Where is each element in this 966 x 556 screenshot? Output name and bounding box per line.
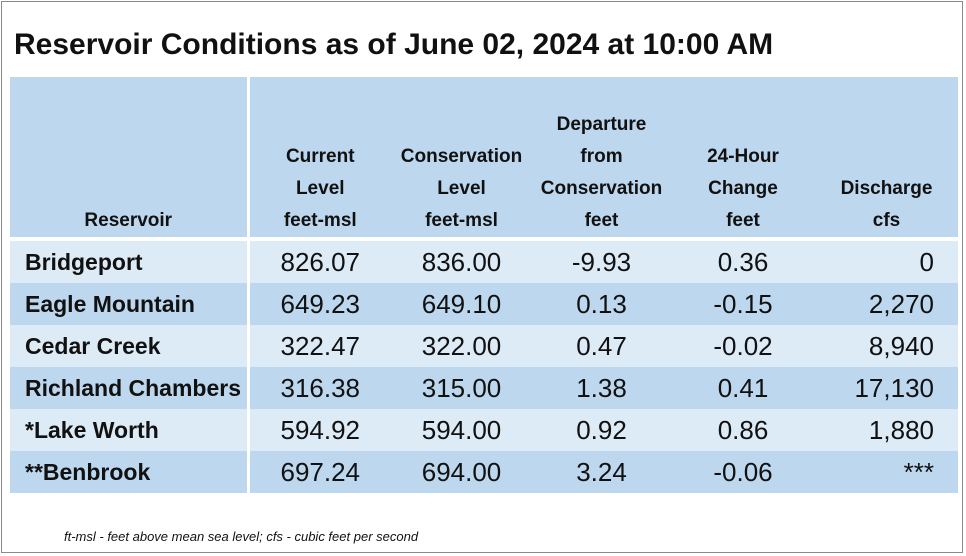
cell-current: 826.07 <box>248 239 391 283</box>
cell-departure: 0.47 <box>532 325 671 367</box>
page-title: Reservoir Conditions as of June 02, 2024… <box>14 28 774 61</box>
cell-change: -0.15 <box>671 283 815 325</box>
table-body: Bridgeport 826.07 836.00 -9.93 0.36 0 Eagle Mo… <box>10 239 958 493</box>
column-header-line: Reservoir <box>84 210 173 231</box>
column-header-line: Level <box>295 178 345 199</box>
cell-discharge: 1,880 <box>815 409 958 451</box>
column-header-line: feet <box>726 210 760 231</box>
cell-change: -0.02 <box>671 325 815 367</box>
cell-reservoir: Eagle Mountain <box>10 283 250 325</box>
table-row: *Lake Worth 594.92 594.00 0.92 0.86 1,880 <box>10 409 958 451</box>
cell-conservation: 315.00 <box>391 367 532 409</box>
cell-departure: 0.92 <box>532 409 671 451</box>
column-header-line: Conservation <box>400 146 523 167</box>
column-header-line: Change <box>708 178 778 199</box>
column-header-24-hour-change: 24-Hour Change feet <box>671 77 815 239</box>
cell-discharge: 2,270 <box>815 283 958 325</box>
table-header-row: Reservoir Current Level feet-msl Conservatio… <box>10 77 958 239</box>
cell-reservoir: Bridgeport <box>10 239 250 283</box>
column-header-line: 24-Hour <box>707 146 779 167</box>
table-row: Eagle Mountain 649.23 649.10 0.13 -0.15 2,270 <box>10 283 958 325</box>
column-header-line: Level <box>437 178 486 199</box>
cell-conservation: 836.00 <box>391 239 532 283</box>
column-header-conservation-level: Conservation Level feet-msl <box>391 77 532 239</box>
column-header-line: Discharge <box>840 178 933 199</box>
column-header-line: feet-msl <box>425 210 498 231</box>
cell-discharge: 8,940 <box>815 325 958 367</box>
cell-discharge: 17,130 <box>815 367 958 409</box>
column-header-line: cfs <box>872 210 901 231</box>
column-header-line: Departure <box>556 114 647 135</box>
cell-conservation: 594.00 <box>391 409 532 451</box>
cell-departure: 1.38 <box>532 367 671 409</box>
cell-reservoir: Richland Chambers <box>10 367 250 409</box>
cell-discharge: 0 <box>815 239 958 283</box>
column-header-line: Conservation <box>540 178 663 199</box>
table-row: Cedar Creek 322.47 322.00 0.47 -0.02 8,940 <box>10 325 958 367</box>
column-header-departure: Departure from Conservation feet <box>532 77 671 239</box>
cell-departure: 0.13 <box>532 283 671 325</box>
cell-change: 0.36 <box>671 239 815 283</box>
table-row: **Benbrook 697.24 694.00 3.24 -0.06 *** <box>10 451 958 493</box>
column-header-line: Current <box>285 146 355 167</box>
cell-change: 0.86 <box>671 409 815 451</box>
footnote: ft-msl - feet above mean sea level; cfs … <box>64 529 419 544</box>
cell-reservoir: Cedar Creek <box>10 325 250 367</box>
cell-current: 649.23 <box>248 283 391 325</box>
cell-conservation: 694.00 <box>391 451 532 493</box>
column-header-discharge: Discharge cfs <box>815 77 958 239</box>
column-header-line: from <box>580 146 623 167</box>
reservoir-table: Reservoir Current Level feet-msl Conservatio… <box>10 77 958 493</box>
cell-current: 322.47 <box>248 325 391 367</box>
column-header-line: feet <box>584 210 619 231</box>
cell-current: 316.38 <box>248 367 391 409</box>
cell-change: -0.06 <box>671 451 815 493</box>
table-row: Bridgeport 826.07 836.00 -9.93 0.36 0 <box>10 239 958 283</box>
column-header-reservoir: Reservoir <box>10 77 250 239</box>
cell-reservoir: *Lake Worth <box>10 409 250 451</box>
cell-conservation: 322.00 <box>391 325 532 367</box>
cell-current: 594.92 <box>248 409 391 451</box>
cell-departure: 3.24 <box>532 451 671 493</box>
cell-current: 697.24 <box>248 451 391 493</box>
cell-change: 0.41 <box>671 367 815 409</box>
cell-conservation: 649.10 <box>391 283 532 325</box>
cell-discharge: *** <box>815 451 958 493</box>
cell-departure: -9.93 <box>532 239 671 283</box>
table-row: Richland Chambers 316.38 315.00 1.38 0.41 17,… <box>10 367 958 409</box>
cell-reservoir: **Benbrook <box>10 451 250 493</box>
column-header-current-level: Current Level feet-msl <box>248 77 391 239</box>
column-header-line: feet-msl <box>283 210 357 231</box>
